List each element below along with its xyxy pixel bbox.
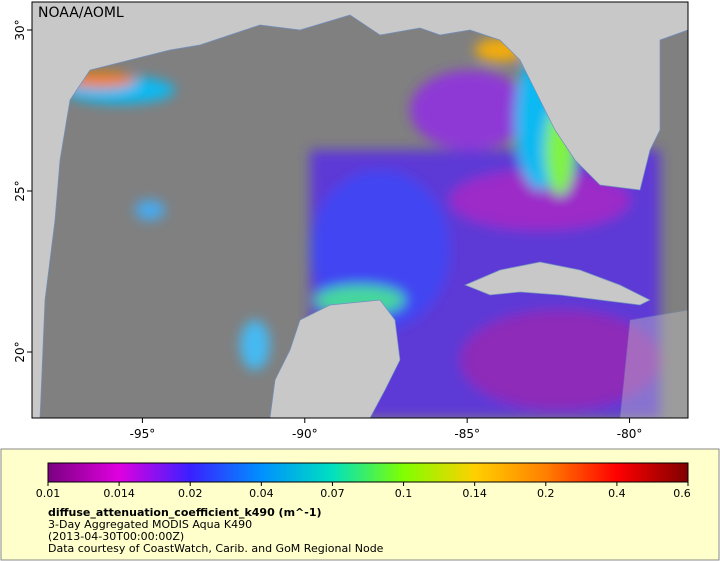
map-area	[32, 2, 688, 418]
lat-tick-label: 30°	[13, 19, 27, 40]
credit: NOAA/AOML	[38, 5, 124, 21]
legend-source: Data courtesy of CoastWatch, Carib. and …	[48, 542, 384, 555]
lon-tick-label: -95°	[130, 427, 156, 441]
land	[32, 2, 688, 418]
lon-tick-label: -85°	[454, 427, 480, 441]
lon-tick-label: -80°	[617, 427, 643, 441]
colorbar-tick-label: 0.02	[178, 487, 203, 500]
lon-tick-label: -90°	[292, 427, 318, 441]
colorbar-tick-label: 0.1	[395, 487, 413, 500]
legend-variable: diffuse_attenuation_coefficient_k490 (m^…	[48, 506, 322, 519]
legend-time: (2013-04-30T00:00:00Z)	[48, 530, 184, 543]
colorbar-tick-label: 0.014	[103, 487, 135, 500]
lat-tick-label: 25°	[13, 180, 27, 201]
map-frame	[31, 1, 689, 419]
colorbar-tick-label: 0.01	[36, 487, 61, 500]
colorbar-tick-label: 0.6	[673, 487, 691, 500]
lat-tick-label: 20°	[13, 341, 27, 362]
colorbar-tick-label: 0.14	[462, 487, 487, 500]
colorbar-tick-label: 0.04	[249, 487, 274, 500]
colorbar-tick-label: 0.4	[608, 487, 626, 500]
legend-product: 3-Day Aggregated MODIS Aqua K490	[48, 518, 252, 531]
colorbar-tick-label: 0.2	[537, 487, 555, 500]
colorbar-tick-label: 0.07	[320, 487, 345, 500]
colorbar	[47, 462, 689, 483]
